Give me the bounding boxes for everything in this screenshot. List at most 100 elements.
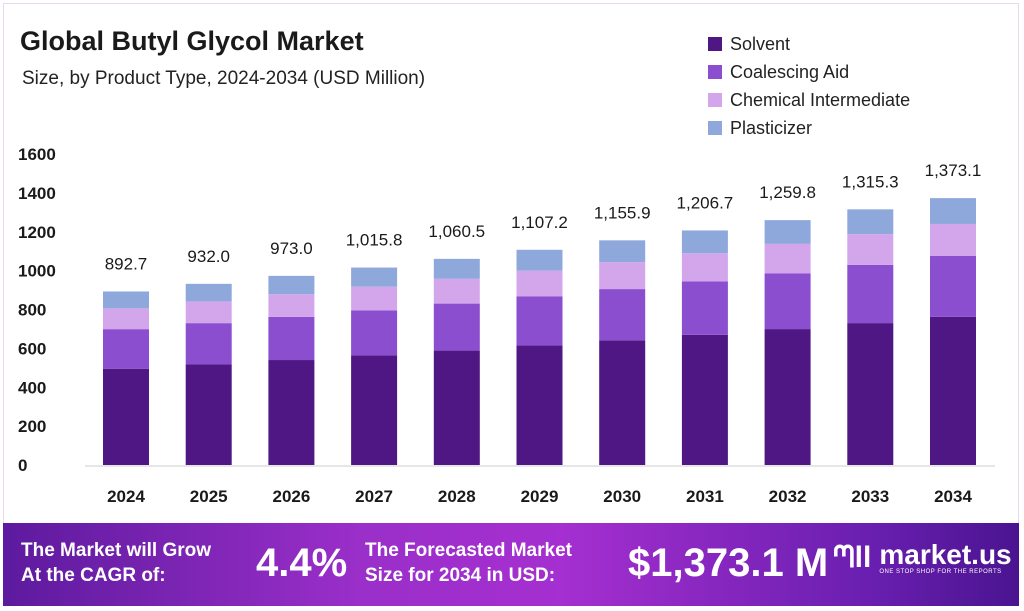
legend: Solvent Coalescing Aid Chemical Intermedia… xyxy=(708,30,910,142)
total-label: 1,015.8 xyxy=(346,231,403,250)
x-tick-label: 2027 xyxy=(355,487,393,506)
bar-segment-plasticizer-2025 xyxy=(185,283,232,302)
bar-segment-chemical-intermediate-2024 xyxy=(103,308,149,330)
total-label: 932.0 xyxy=(187,247,230,266)
y-tick-label: 1600 xyxy=(18,145,56,164)
bar-segment-coalescing-aid-2027 xyxy=(351,310,398,356)
logo-name: market.us xyxy=(879,539,1012,570)
bar-segment-solvent-2030 xyxy=(599,340,646,465)
bar-segment-chemical-intermediate-2026 xyxy=(268,294,315,317)
y-tick-label: 1400 xyxy=(18,184,56,203)
bar-segment-coalescing-aid-2034 xyxy=(930,256,976,317)
x-tick-label: 2032 xyxy=(769,487,807,506)
legend-label: Solvent xyxy=(730,33,791,54)
market-us-logo: ᘉll market.us ONE STOP SHOP FOR THE REPO… xyxy=(833,539,1012,576)
total-label: 1,373.1 xyxy=(925,161,982,180)
bar-segment-chemical-intermediate-2025 xyxy=(185,301,232,324)
bar-segment-plasticizer-2033 xyxy=(847,209,894,235)
forecast-label-line1: The Forecasted Market xyxy=(365,540,572,561)
y-tick-label: 400 xyxy=(18,378,46,397)
y-tick-label: 200 xyxy=(18,417,46,436)
bar-segment-coalescing-aid-2026 xyxy=(268,316,315,361)
bar-segment-plasticizer-2034 xyxy=(930,198,976,224)
total-label: 1,315.3 xyxy=(842,172,899,191)
bar-segment-chemical-intermediate-2028 xyxy=(433,278,480,304)
bar-segment-solvent-2026 xyxy=(268,360,315,465)
bar-segment-chemical-intermediate-2027 xyxy=(351,286,398,311)
bar-segment-chemical-intermediate-2029 xyxy=(516,270,563,297)
bar-segment-coalescing-aid-2024 xyxy=(103,329,149,369)
legend-label: Coalescing Aid xyxy=(730,61,850,82)
bar-segment-plasticizer-2026 xyxy=(268,275,315,295)
legend-label: Chemical Intermediate xyxy=(730,89,911,110)
logo-icon: ᘉll xyxy=(833,541,872,574)
legend-item-coalescing-aid: Coalescing Aid xyxy=(708,58,910,86)
logo-tagline: ONE STOP SHOP FOR THE REPORTS xyxy=(879,569,1002,575)
y-tick-label: 600 xyxy=(18,339,46,358)
bar-segment-plasticizer-2029 xyxy=(516,249,563,271)
bar-segment-solvent-2031 xyxy=(681,334,728,465)
total-label: 1,259.8 xyxy=(759,183,816,202)
total-label: 892.7 xyxy=(105,254,148,273)
bar-segment-coalescing-aid-2030 xyxy=(599,289,646,341)
bar-segment-chemical-intermediate-2033 xyxy=(847,234,894,265)
cagr-label-line1: The Market will Grow xyxy=(21,540,212,561)
bar-segment-coalescing-aid-2032 xyxy=(764,273,811,330)
x-tick-label: 2030 xyxy=(603,487,641,506)
legend-swatch xyxy=(708,37,722,51)
x-tick-label: 2034 xyxy=(934,487,972,506)
bar-segment-solvent-2024 xyxy=(103,368,149,465)
bar-segment-coalescing-aid-2029 xyxy=(516,296,563,346)
bar-segment-solvent-2032 xyxy=(764,329,811,465)
total-label: 1,206.7 xyxy=(677,193,734,212)
bar-segment-chemical-intermediate-2032 xyxy=(764,243,811,274)
x-tick-label: 2024 xyxy=(107,487,145,506)
bar-segment-plasticizer-2028 xyxy=(433,258,480,279)
legend-item-chemical-intermediate: Chemical Intermediate xyxy=(708,86,910,114)
cagr-label: The Market will Grow At the CAGR of: xyxy=(21,538,211,588)
bar-segment-solvent-2025 xyxy=(185,364,232,465)
total-label: 973.0 xyxy=(270,239,313,258)
bar-segment-solvent-2029 xyxy=(516,345,563,465)
bar-segment-chemical-intermediate-2030 xyxy=(599,262,646,290)
forecast-label: The Forecasted Market Size for 2034 in U… xyxy=(365,538,572,588)
bar-segment-coalescing-aid-2028 xyxy=(433,303,480,351)
x-tick-label: 2033 xyxy=(851,487,889,506)
chart-subtitle: Size, by Product Type, 2024-2034 (USD Mi… xyxy=(22,68,426,89)
cagr-value: 4.4% xyxy=(256,541,348,585)
x-tick-label: 2026 xyxy=(272,487,310,506)
bar-segment-coalescing-aid-2033 xyxy=(847,264,894,324)
legend-swatch xyxy=(708,93,722,107)
bar-segment-plasticizer-2027 xyxy=(351,267,398,287)
forecast-value: $1,373.1 M xyxy=(628,541,829,585)
legend-swatch xyxy=(708,121,722,135)
bar-segment-solvent-2034 xyxy=(930,316,976,465)
legend-item-solvent: Solvent xyxy=(708,30,910,58)
bar-segment-plasticizer-2032 xyxy=(764,220,811,244)
bar-segment-plasticizer-2024 xyxy=(103,291,149,309)
y-tick-label: 1200 xyxy=(18,223,56,242)
total-label: 1,060.5 xyxy=(428,222,485,241)
bar-segment-coalescing-aid-2025 xyxy=(185,323,232,365)
bar-segment-chemical-intermediate-2034 xyxy=(930,223,976,257)
bar-segment-solvent-2033 xyxy=(847,323,894,465)
bar-segment-solvent-2028 xyxy=(433,350,480,465)
x-tick-label: 2031 xyxy=(686,487,724,506)
chart-title: Global Butyl Glycol Market xyxy=(20,26,364,56)
bar-segment-plasticizer-2030 xyxy=(599,240,646,263)
legend-swatch xyxy=(708,65,722,79)
y-tick-label: 0 xyxy=(18,456,27,475)
bar-segment-solvent-2027 xyxy=(351,355,398,465)
total-label: 1,107.2 xyxy=(511,213,568,232)
x-tick-label: 2028 xyxy=(438,487,476,506)
cagr-label-line2: At the CAGR of: xyxy=(21,565,166,586)
total-label: 1,155.9 xyxy=(594,203,651,222)
bar-segment-coalescing-aid-2031 xyxy=(681,281,728,335)
bar-chart: 0 200 400 600 800 1000 1200 1400 1600 892.7 2024 93… xyxy=(18,145,995,506)
summary-banner: The Market will Grow At the CAGR of: 4.4… xyxy=(3,523,1019,606)
bar-segment-plasticizer-2031 xyxy=(681,230,728,254)
legend-label: Plasticizer xyxy=(730,117,813,138)
forecast-label-line2: Size for 2034 in USD: xyxy=(365,565,556,586)
x-tick-label: 2029 xyxy=(521,487,559,506)
y-tick-label: 1000 xyxy=(18,262,56,281)
